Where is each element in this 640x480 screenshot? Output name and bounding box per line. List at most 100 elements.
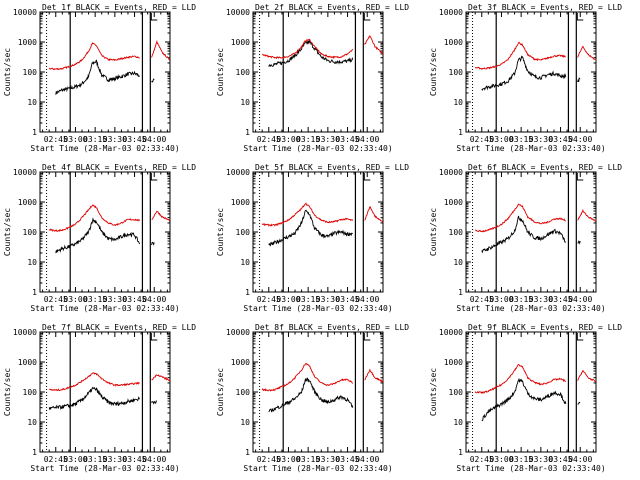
series-line-events <box>268 377 354 413</box>
y-tick-label: 1 <box>458 448 463 457</box>
series-line-lld <box>364 206 384 223</box>
x-tick-label: 02:45 <box>44 295 68 304</box>
y-tick-label: 1 <box>245 288 250 297</box>
x-tick-label: 02:45 <box>470 455 494 464</box>
x-tick-label: 03:00 <box>63 295 87 304</box>
y-axis-label: Counts/sec <box>216 48 225 96</box>
y-axis-label: Counts/sec <box>429 48 438 96</box>
y-tick-label: 100 <box>236 68 251 77</box>
x-tick-label: 03:00 <box>63 455 87 464</box>
panel-9: Det 9f BLACK = Events, RED = LLD 1 10 100 10… <box>429 323 622 473</box>
y-tick-label: 10 <box>453 98 463 107</box>
x-tick-label: 03:00 <box>276 295 300 304</box>
series-line-lld <box>151 210 171 222</box>
x-tick-label: 04:00 <box>568 295 592 304</box>
y-tick-label: 100 <box>23 388 38 397</box>
x-tick-label: 03:30 <box>529 295 553 304</box>
attenuator-marker <box>363 333 371 341</box>
y-tick-label: 10 <box>240 418 250 427</box>
y-axis-label: Counts/sec <box>429 208 438 256</box>
panel-title: Det 7f BLACK = Events, RED = LLD <box>42 323 196 332</box>
x-tick-label: 03:15 <box>509 455 533 464</box>
x-tick-label: 03:45 <box>122 295 146 304</box>
x-tick-label: 03:30 <box>316 455 340 464</box>
y-tick-label: 10000 <box>13 168 37 177</box>
x-tick-label: 03:15 <box>83 135 107 144</box>
panel-2: Det 2f BLACK = Events, RED = LLD 1 10 100 10… <box>216 3 409 153</box>
series-line-events <box>268 39 354 68</box>
series-line-events <box>577 401 581 405</box>
panel-title: Det 6f BLACK = Events, RED = LLD <box>468 163 622 172</box>
y-tick-label: 1 <box>458 128 463 137</box>
y-tick-label: 1000 <box>18 198 37 207</box>
x-tick-label: 03:45 <box>548 455 572 464</box>
y-tick-label: 100 <box>23 68 38 77</box>
panel-title: Det 4f BLACK = Events, RED = LLD <box>42 163 196 172</box>
x-tick-label: 04:00 <box>355 455 379 464</box>
y-tick-label: 10 <box>453 418 463 427</box>
y-tick-label: 100 <box>23 228 38 237</box>
panel-7: Det 7f BLACK = Events, RED = LLD 1 10 100 10… <box>3 323 196 473</box>
x-tick-label: 02:45 <box>44 455 68 464</box>
series-line-events <box>577 240 581 245</box>
series-line-lld <box>261 202 354 227</box>
panel-title: Det 8f BLACK = Events, RED = LLD <box>255 323 409 332</box>
series-line-lld <box>48 204 141 233</box>
y-tick-label: 100 <box>449 68 464 77</box>
x-tick-label: 03:30 <box>529 455 553 464</box>
panel-6: Det 6f BLACK = Events, RED = LLD 1 10 100 10… <box>429 163 622 313</box>
series-line-lld <box>261 362 353 392</box>
x-tick-label: 03:00 <box>276 455 300 464</box>
x-tick-label: 04:00 <box>568 135 592 144</box>
x-axis-label: Start Time (28-Mar-03 02:33:40) <box>456 464 605 473</box>
series-line-lld <box>474 41 566 70</box>
y-tick-label: 1 <box>32 288 37 297</box>
attenuator-marker <box>150 173 158 181</box>
x-tick-label: 02:45 <box>470 135 494 144</box>
y-axis-label: Counts/sec <box>3 48 12 96</box>
y-tick-label: 1 <box>32 448 37 457</box>
x-axis-label: Start Time (28-Mar-03 02:33:40) <box>243 464 392 473</box>
y-tick-label: 10 <box>27 258 37 267</box>
series-line-events <box>481 378 567 422</box>
series-line-lld <box>474 364 567 394</box>
attenuator-marker <box>363 173 371 181</box>
x-tick-label: 03:30 <box>103 295 127 304</box>
attenuator-marker <box>150 333 158 341</box>
panel-title: Det 3f BLACK = Events, RED = LLD <box>468 3 622 12</box>
panel-4: Det 4f BLACK = Events, RED = LLD 1 10 100 10… <box>3 163 196 313</box>
x-axis-label: Start Time (28-Mar-03 02:33:40) <box>243 144 392 153</box>
series-line-lld <box>151 39 171 61</box>
x-tick-label: 03:00 <box>276 135 300 144</box>
panel-1: Det 1f BLACK = Events, RED = LLD 1 10 100 10… <box>3 3 196 153</box>
x-axis-label: Start Time (28-Mar-03 02:33:40) <box>243 304 392 313</box>
y-tick-label: 1 <box>32 128 37 137</box>
series-line-lld <box>48 42 141 71</box>
series-line-events <box>55 217 141 254</box>
series-line-lld <box>577 45 597 61</box>
x-tick-label: 02:45 <box>470 295 494 304</box>
x-tick-label: 03:45 <box>122 135 146 144</box>
x-tick-label: 03:45 <box>122 455 146 464</box>
panel-title: Det 5f BLACK = Events, RED = LLD <box>255 163 409 172</box>
series-line-events <box>481 215 567 254</box>
y-tick-label: 10 <box>453 258 463 267</box>
y-tick-label: 1000 <box>18 38 37 47</box>
y-tick-label: 10 <box>240 98 250 107</box>
series-line-events <box>48 386 140 411</box>
y-tick-label: 10000 <box>226 328 250 337</box>
y-tick-label: 1000 <box>231 358 250 367</box>
series-line-lld <box>364 368 384 383</box>
y-axis-label: Counts/sec <box>216 368 225 416</box>
y-tick-label: 10000 <box>226 168 250 177</box>
series-line-lld <box>577 370 597 383</box>
attenuator-marker <box>576 173 584 181</box>
x-tick-label: 03:45 <box>548 135 572 144</box>
x-tick-label: 03:00 <box>489 455 513 464</box>
panel-8: Det 8f BLACK = Events, RED = LLD 1 10 100 10… <box>216 323 409 473</box>
x-tick-label: 03:15 <box>83 455 107 464</box>
series-line-events <box>481 55 567 92</box>
series-line-events <box>577 77 581 83</box>
x-axis-label: Start Time (28-Mar-03 02:33:40) <box>30 464 179 473</box>
